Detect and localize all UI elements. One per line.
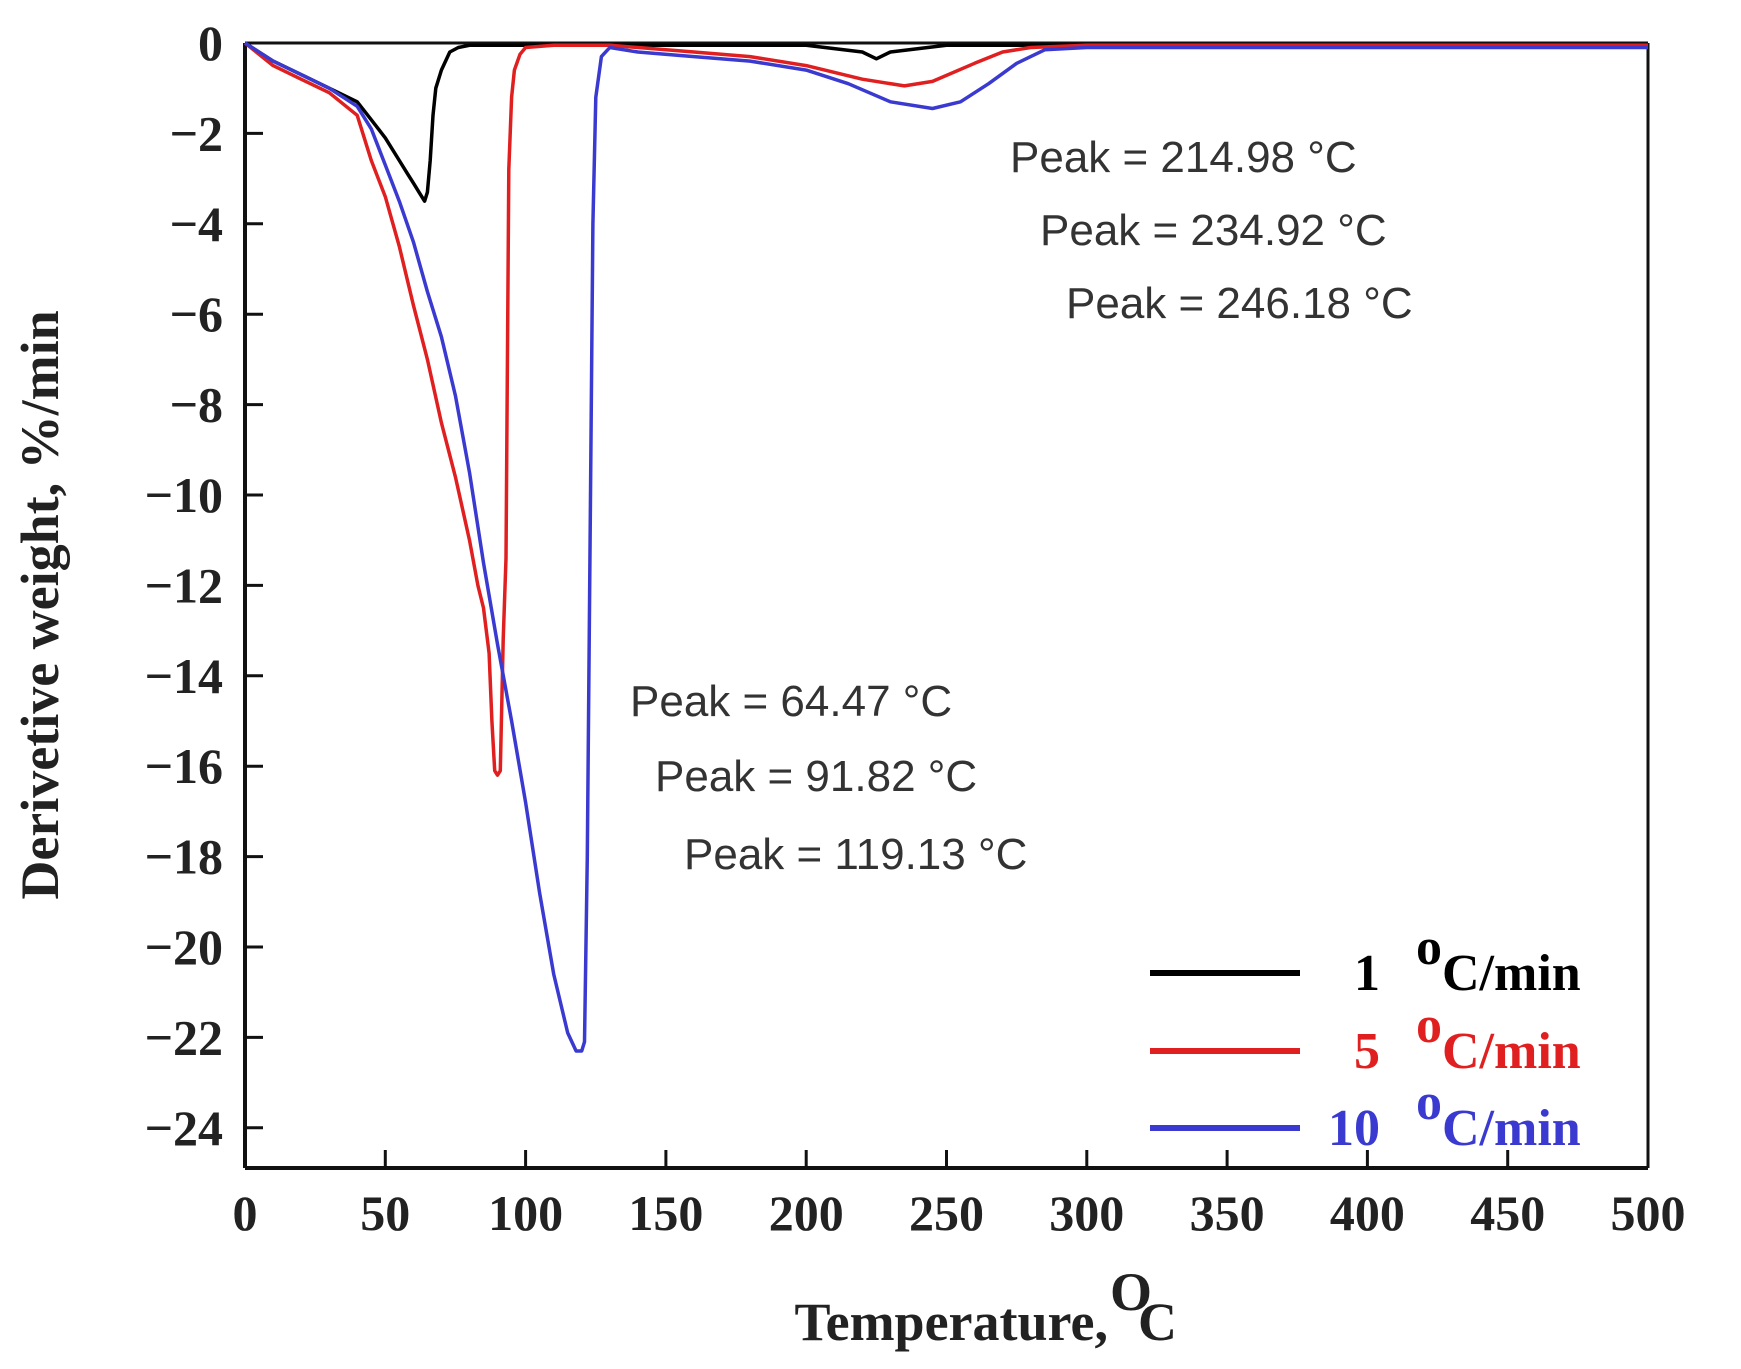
peak-annotation-4: Peak = 64.47 °C xyxy=(630,677,952,726)
y-tick-label: −14 xyxy=(145,648,224,704)
y-tick-label: −16 xyxy=(145,738,224,794)
x-axis-label: Temperature, xyxy=(795,1292,1108,1352)
y-tick-label: −20 xyxy=(145,919,224,975)
y-tick-label: −6 xyxy=(170,286,224,342)
series-line-2 xyxy=(243,41,1648,777)
peak-annotation-6: Peak = 119.13 °C xyxy=(684,830,1027,879)
series-group xyxy=(243,41,1648,1053)
x-tick-label: 200 xyxy=(769,1185,844,1241)
legend-entry-3: 10 o C/min xyxy=(1150,1074,1581,1157)
peak-annotation-3: Peak = 246.18 °C xyxy=(1066,279,1413,328)
legend-unit-2: C/min xyxy=(1442,1023,1581,1080)
y-tick-label: −12 xyxy=(145,557,224,613)
y-ticks: 0 −2 −4 −6 −8 −10 −12 −14 −16 −18 −20 −22 −24 xyxy=(145,15,263,1156)
x-tick-label: 350 xyxy=(1190,1185,1265,1241)
peak-annotation-5: Peak = 91.82 °C xyxy=(655,752,977,801)
peak-annotation-2: Peak = 234.92 °C xyxy=(1040,206,1387,255)
y-tick-label: −10 xyxy=(145,467,224,523)
legend-unit-1: C/min xyxy=(1442,945,1581,1002)
legend-degree-3: o xyxy=(1416,1074,1442,1131)
x-axis-title: Temperature, O C xyxy=(795,1262,1177,1352)
series-line-3 xyxy=(244,41,1648,1053)
x-tick-label: 500 xyxy=(1611,1185,1686,1241)
x-tick-label: 250 xyxy=(909,1185,984,1241)
legend-degree-2: o xyxy=(1416,997,1442,1054)
x-tick-label: 150 xyxy=(628,1185,703,1241)
x-tick-label: 400 xyxy=(1330,1185,1405,1241)
y-tick-label: −8 xyxy=(170,377,224,433)
legend-number-2: 5 xyxy=(1354,1023,1380,1080)
y-tick-label: −24 xyxy=(145,1100,224,1156)
legend-number-3: 10 xyxy=(1328,1100,1380,1157)
legend-entry-2: 5 o C/min xyxy=(1150,997,1581,1080)
x-tick-label: 100 xyxy=(488,1185,563,1241)
y-tick-label: −18 xyxy=(145,829,224,885)
y-tick-label: −4 xyxy=(170,196,224,252)
y-axis-label: Derivetive weight, %/min xyxy=(10,310,70,899)
x-axis-label-superscript: O xyxy=(1110,1262,1152,1322)
y-tick-label: −2 xyxy=(170,105,224,161)
x-axis-label-unit: C xyxy=(1138,1292,1177,1352)
legend-degree-1: o xyxy=(1416,919,1442,976)
annotations: Peak = 214.98 °C Peak = 234.92 °C Peak =… xyxy=(630,133,1413,879)
x-tick-label: 50 xyxy=(360,1185,410,1241)
x-tick-label: 0 xyxy=(233,1185,258,1241)
x-tick-label: 300 xyxy=(1049,1185,1124,1241)
series-line-1 xyxy=(244,41,1368,203)
legend-unit-3: C/min xyxy=(1442,1100,1581,1157)
legend-number-1: 1 xyxy=(1354,945,1380,1002)
legend-entry-1: 1 o C/min xyxy=(1150,919,1581,1002)
x-ticks: 0 50 100 150 200 250 300 350 400 450 500 xyxy=(233,1150,1686,1241)
y-tick-label: 0 xyxy=(198,15,223,71)
legend: 1 o C/min 5 o C/min 10 o C/min xyxy=(1150,919,1581,1157)
y-tick-label: −22 xyxy=(145,1009,224,1065)
peak-annotation-1: Peak = 214.98 °C xyxy=(1010,133,1357,182)
x-tick-label: 450 xyxy=(1470,1185,1545,1241)
